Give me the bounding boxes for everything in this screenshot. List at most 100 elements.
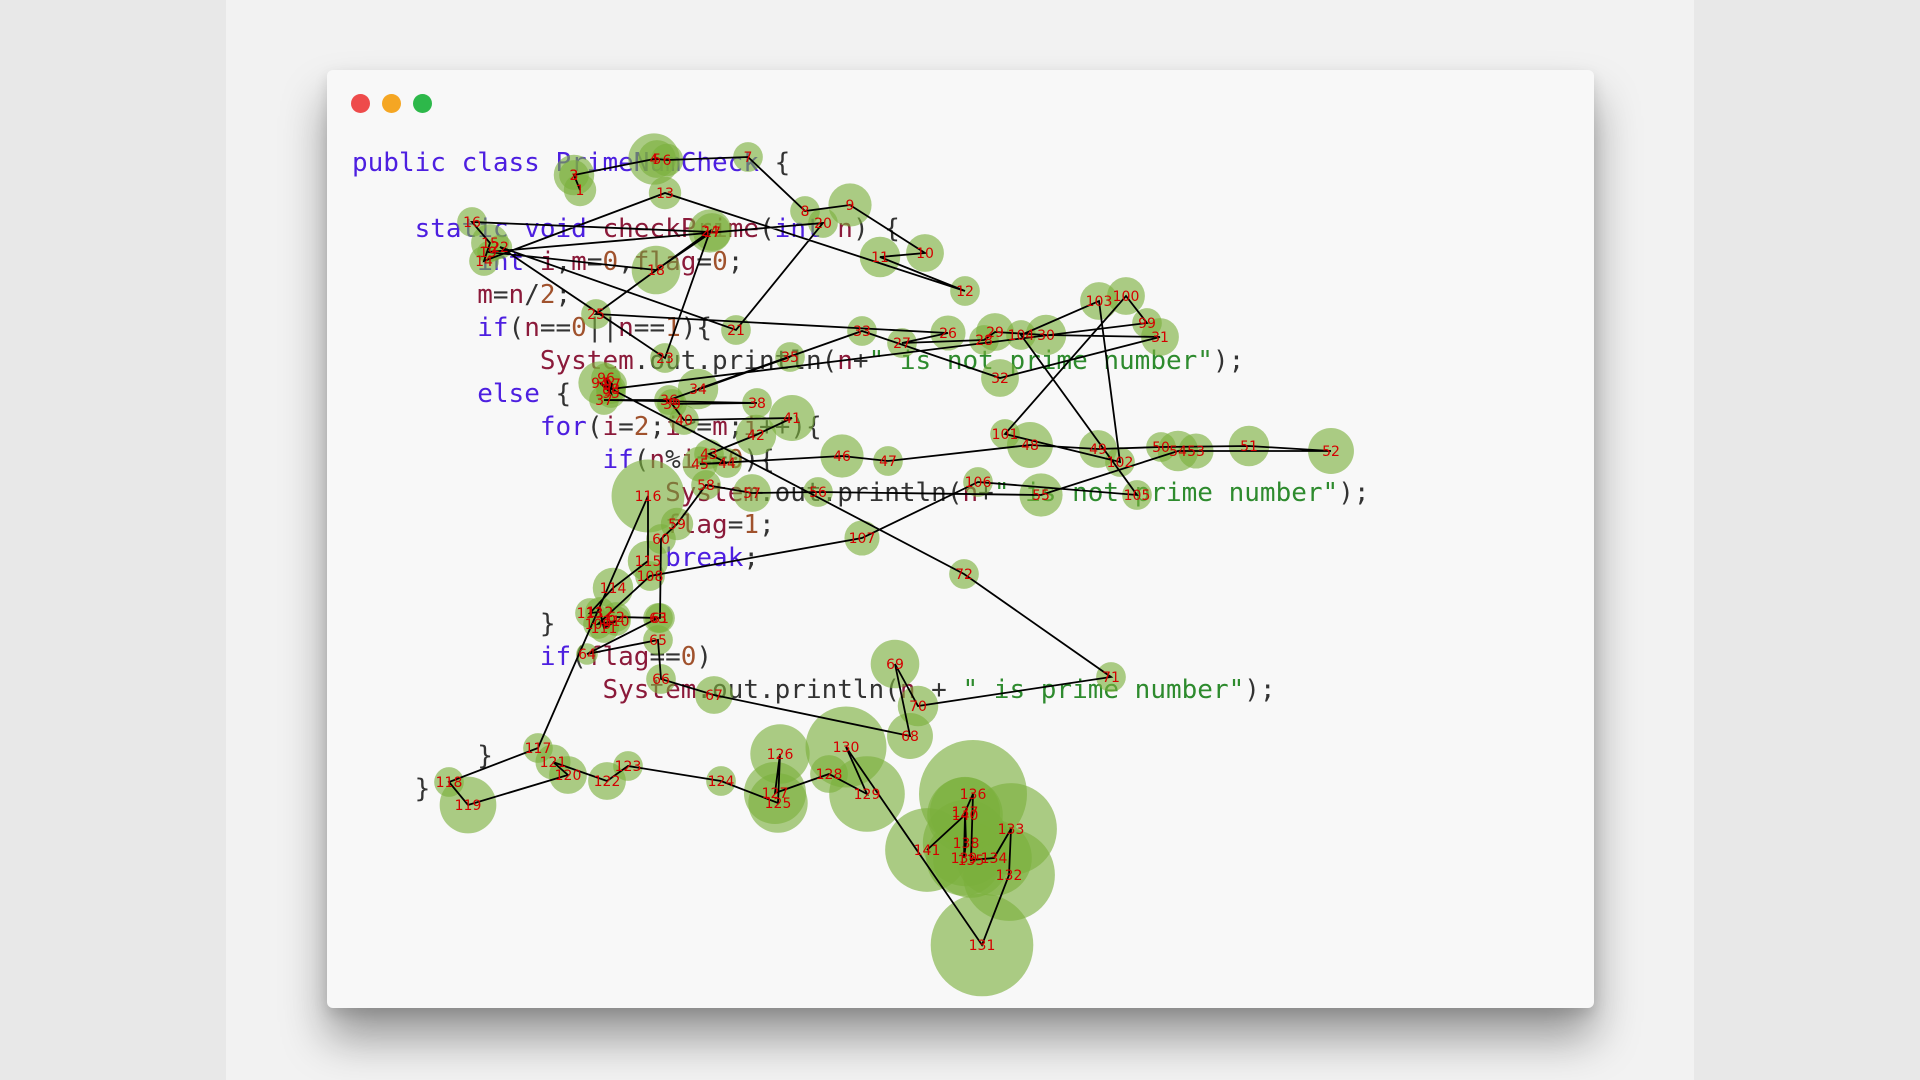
fixation-label: 46 <box>833 449 851 465</box>
code-token: i <box>539 246 556 277</box>
fixation-label: 115 <box>635 554 662 570</box>
fixation-label: 26 <box>939 326 957 342</box>
fixation-label: 56 <box>809 485 827 501</box>
code-token: } <box>352 774 431 805</box>
fixation-label: 108 <box>637 569 664 585</box>
fixation-label: 43 <box>700 447 718 463</box>
code-token: 1 <box>743 510 760 541</box>
fixation-label: 64 <box>578 647 596 663</box>
fixation-label: 140 <box>952 808 979 824</box>
maximize-button[interactable] <box>413 94 432 113</box>
fixation-label: 57 <box>743 486 761 502</box>
fixation-label: 122 <box>594 774 621 790</box>
fixation-label: 60 <box>652 532 670 548</box>
fixation-label: 32 <box>991 371 1009 387</box>
code-token: 0 <box>680 642 697 673</box>
fixation-label: 3 <box>570 168 579 184</box>
fixation-label: 22 <box>491 240 509 256</box>
fixation-label: 114 <box>600 581 627 597</box>
fixation-label: 117 <box>525 741 552 757</box>
fixation-label: 23 <box>656 351 674 367</box>
fixation-label: 1 <box>576 183 585 199</box>
code-token: i <box>602 411 619 442</box>
code-token: = <box>696 246 713 277</box>
fixation-label: 96 <box>597 371 615 387</box>
fixation-label: 36 <box>660 393 678 409</box>
fixation-label: 51 <box>1240 439 1258 455</box>
fixation-label: 94 <box>591 376 609 392</box>
fixation-label: 27 <box>893 336 911 352</box>
minimize-button[interactable] <box>382 94 401 113</box>
fixation-label: 29 <box>986 325 1004 341</box>
fixation-label: 68 <box>901 729 919 745</box>
code-token: break <box>665 543 744 574</box>
fixation-label: 39 <box>663 397 681 413</box>
fixation-label: 2 <box>570 168 579 184</box>
fixation-label: 9 <box>846 198 855 214</box>
code-token: = <box>727 510 744 541</box>
fixation-label: 134 <box>981 851 1008 867</box>
fixation-label: 110 <box>603 614 630 630</box>
fixation-label: 123 <box>615 759 642 775</box>
fixation-label: 61 <box>651 611 669 627</box>
fixation-label: 116 <box>635 489 662 505</box>
fixation-label: 120 <box>555 768 582 784</box>
code-token: ); <box>1212 345 1245 376</box>
fixation-label: 62 <box>607 610 625 626</box>
code-token: for <box>539 411 587 442</box>
fixation-label: 72 <box>955 567 973 583</box>
fixation-label: 69 <box>886 657 904 673</box>
fixation-label: 19 <box>479 245 497 261</box>
fixation-label: 33 <box>853 324 871 340</box>
fixation-label: 132 <box>996 868 1023 884</box>
fixation-label: 14 <box>475 254 493 270</box>
fixation-label: 30 <box>1037 328 1055 344</box>
fixation-label: 109 <box>585 617 612 633</box>
fixation-label: 130 <box>833 740 860 756</box>
fixation-label: 128 <box>816 767 843 783</box>
code-token: ); <box>1244 675 1276 706</box>
fixation-label: 97 <box>603 377 621 393</box>
code-token: == <box>539 312 572 343</box>
code-token: 0 <box>602 246 619 277</box>
code-token: ; <box>649 411 666 442</box>
code-token: = <box>586 246 603 277</box>
fixation-label: 131 <box>969 938 996 954</box>
code-line: else { <box>352 379 571 409</box>
fixation-label: 107 <box>849 531 876 547</box>
fixation-label: 141 <box>914 843 941 859</box>
code-token: 0 <box>712 246 728 277</box>
fixation-label: 24 <box>701 224 719 240</box>
code-token: 2 <box>539 279 556 310</box>
fixation-label: 18 <box>647 263 665 279</box>
code-token: n <box>524 312 540 343</box>
code-token: , <box>618 246 634 277</box>
code-token: n <box>508 279 525 310</box>
fixation-label: 21 <box>727 323 745 339</box>
fixation-label: 55 <box>1032 488 1050 504</box>
fixation-label: 50 <box>1152 440 1170 456</box>
code-token: { <box>539 378 572 409</box>
fixation-label: 52 <box>1322 444 1340 460</box>
fixation-label: 53 <box>1187 444 1205 460</box>
close-button[interactable] <box>351 94 370 113</box>
fixation-label: 11 <box>871 250 889 266</box>
code-token: = <box>492 279 509 310</box>
fixation-label: 112 <box>587 605 614 621</box>
fixation-label: 129 <box>854 787 881 803</box>
code-line: } <box>352 609 556 639</box>
fixation-label: 5 <box>653 152 662 168</box>
fixation-label: 13 <box>656 186 674 202</box>
fixation-label: 111 <box>591 621 618 637</box>
fixation-label: 42 <box>747 428 765 444</box>
code-line: flag=1; <box>352 510 775 540</box>
fixation-label: 8 <box>801 204 810 220</box>
fixation-label: 67 <box>705 688 723 704</box>
fixation-label: 137 <box>952 805 979 821</box>
code-token: ; <box>727 246 744 277</box>
fixation-label: 59 <box>668 517 686 533</box>
fixation-label: 121 <box>540 755 567 771</box>
fixation-label: 10 <box>916 246 934 262</box>
fixation-label: 133 <box>998 822 1025 838</box>
